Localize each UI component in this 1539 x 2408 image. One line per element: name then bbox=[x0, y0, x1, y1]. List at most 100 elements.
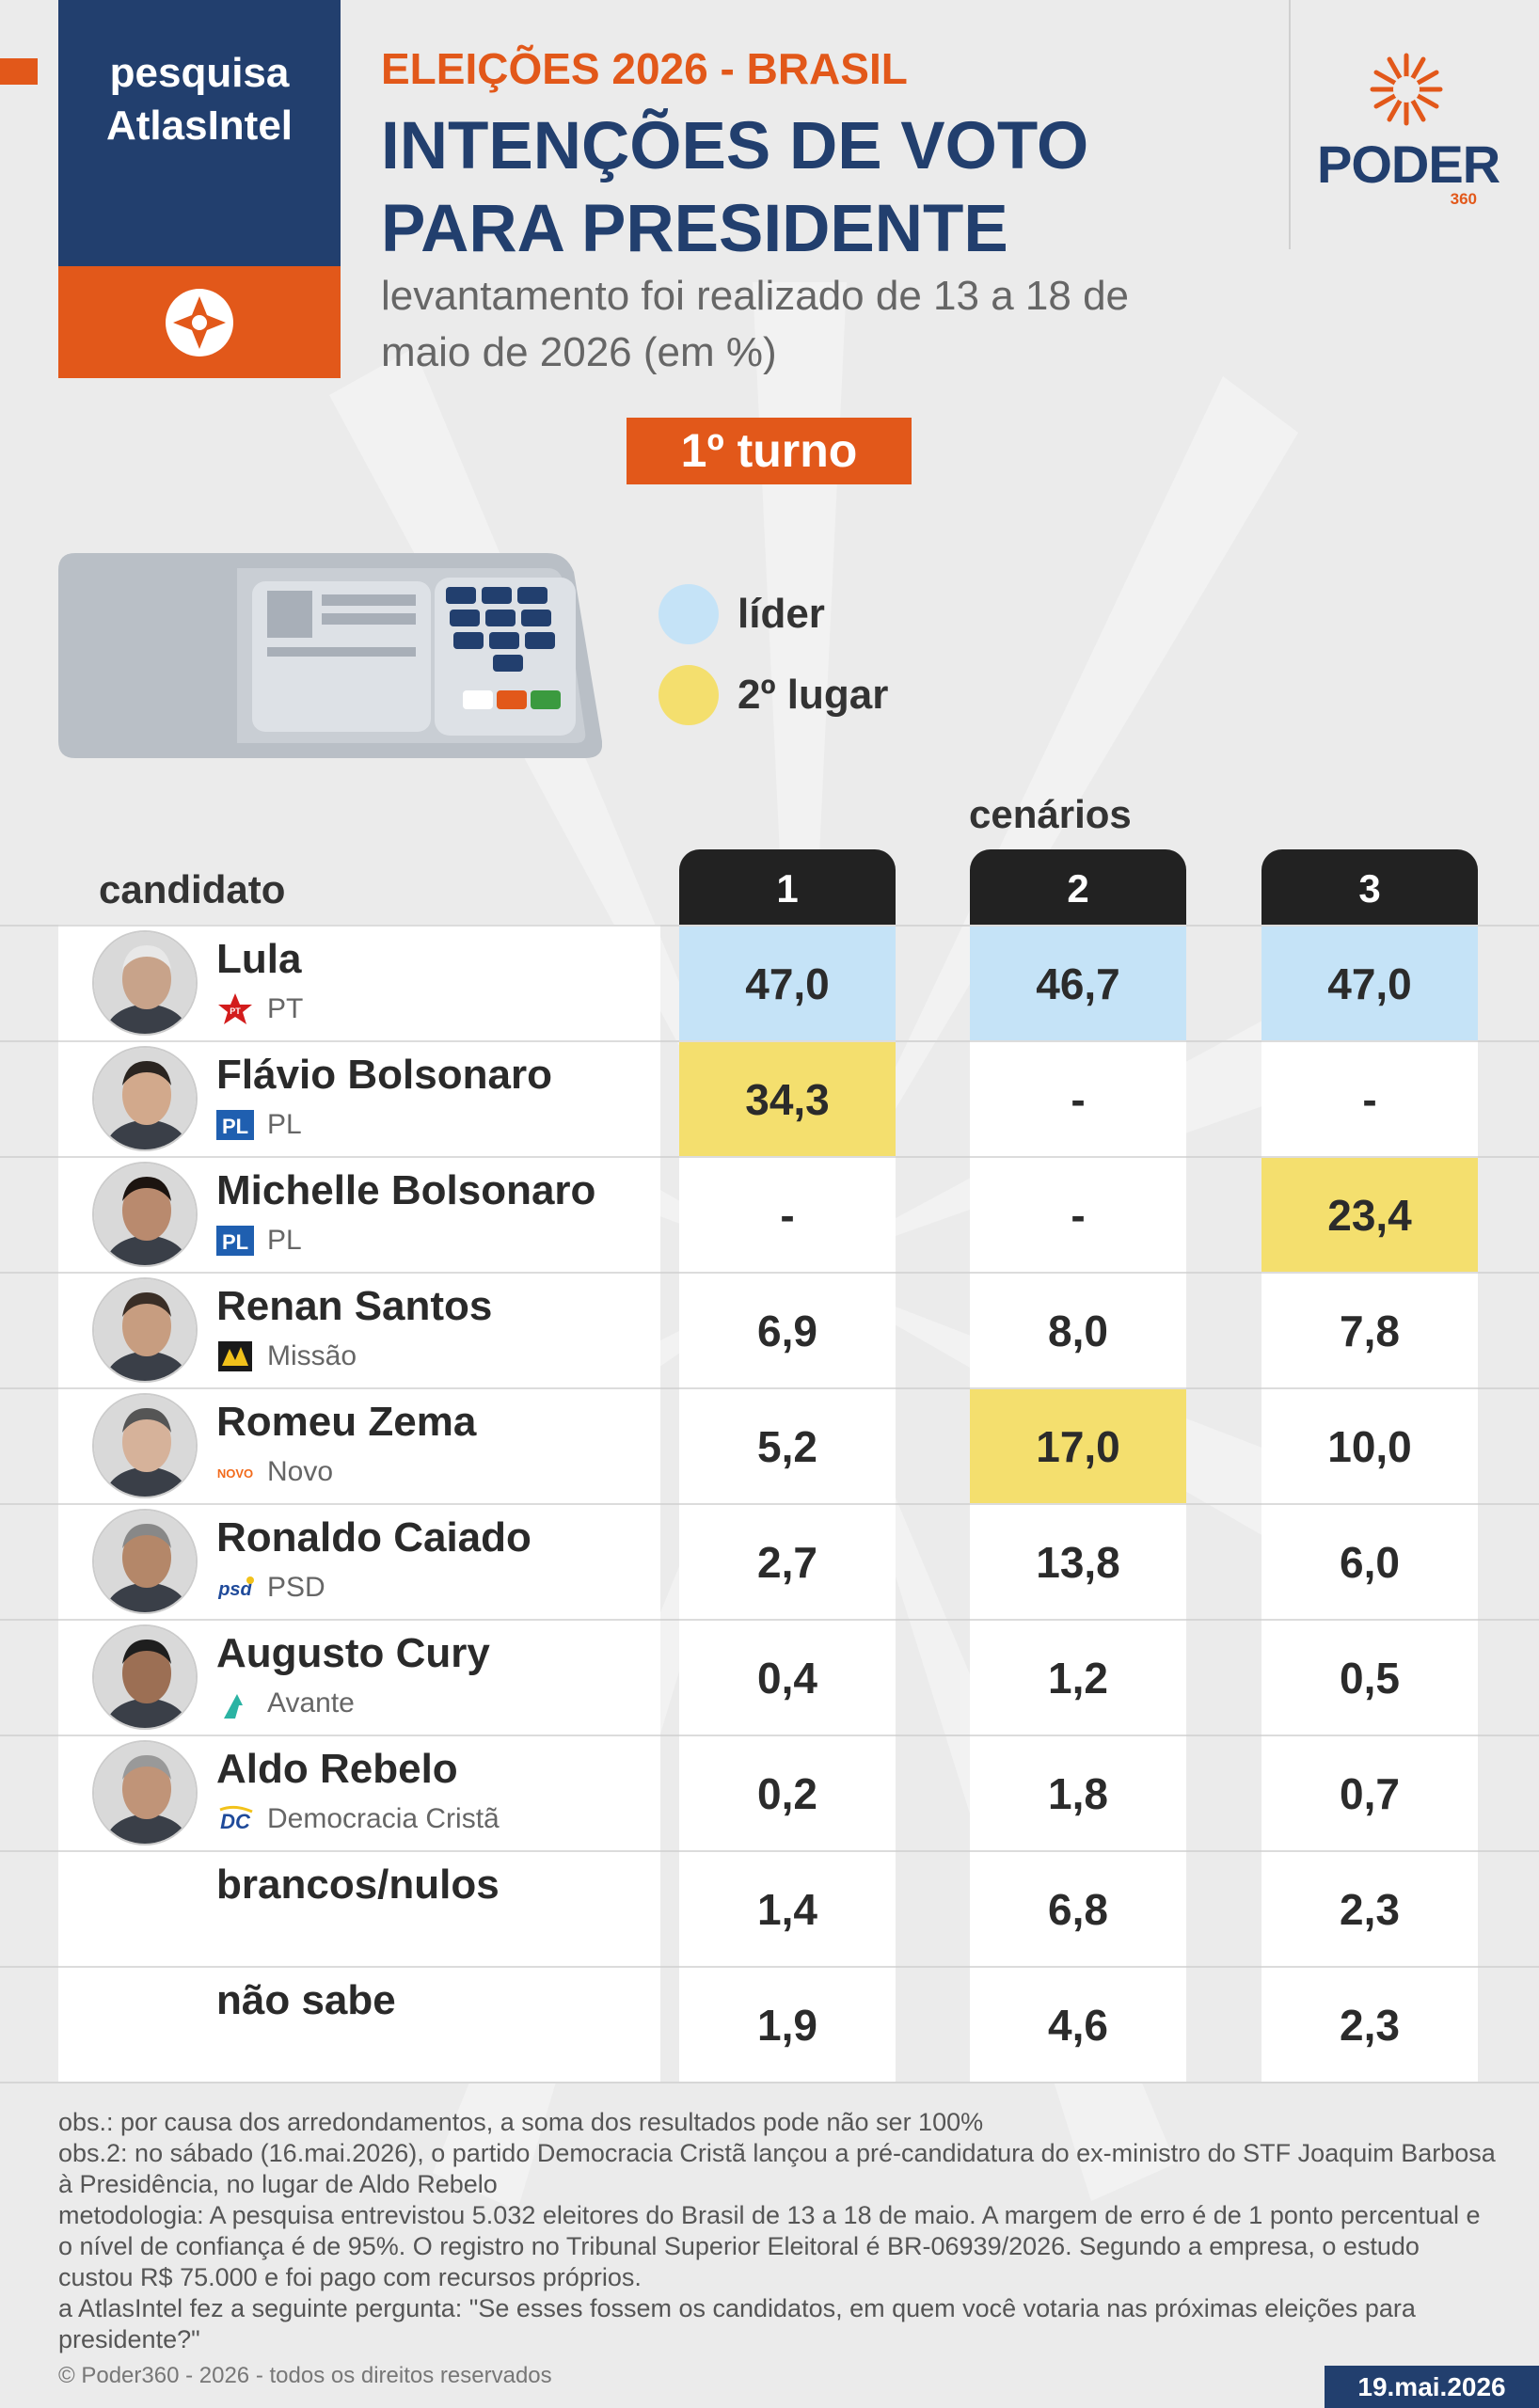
footnote: a AtlasIntel fez a seguinte pergunta: "S… bbox=[58, 2294, 1416, 2353]
turno-badge: 1º turno bbox=[627, 418, 912, 484]
legend-item-second: 2º lugar bbox=[658, 664, 888, 726]
party-logo bbox=[214, 1687, 256, 1720]
value-cell-scenario-3: 0,5 bbox=[1261, 1619, 1478, 1735]
svg-text:DC: DC bbox=[220, 1810, 251, 1833]
table-row: Aldo Rebelo DC Democracia Cristã 0,2 1,8 0,7 bbox=[0, 1735, 1539, 1850]
svg-text:NOVO: NOVO bbox=[217, 1466, 253, 1481]
party-info: Avante bbox=[214, 1687, 355, 1720]
candidate-photo bbox=[92, 1509, 198, 1614]
footnotes: obs.: por causa dos arredondamentos, a s… bbox=[58, 2107, 1498, 2355]
psd-logo-icon: psd bbox=[217, 1576, 254, 1600]
table-row: Flávio Bolsonaro PL PL 34,3- - bbox=[0, 1040, 1539, 1156]
copyright: © Poder360 - 2026 - todos os direitos re… bbox=[58, 2363, 552, 2388]
candidate-name: Renan Santos bbox=[216, 1283, 493, 1329]
avante-arrow-icon bbox=[224, 1694, 243, 1719]
value-cell-scenario-2: 13,8 bbox=[970, 1503, 1186, 1619]
accent-dash bbox=[0, 58, 38, 85]
footnote: metodologia: A pesquisa entrevistou 5.03… bbox=[58, 2201, 1481, 2291]
value-cell-scenario-1: - bbox=[679, 1156, 896, 1272]
party-logo: PL bbox=[214, 1108, 256, 1142]
value-cell-scenario-1: 2,7 bbox=[679, 1503, 896, 1619]
legend-swatch-leader bbox=[658, 584, 719, 644]
candidate-name: não sabe bbox=[216, 1977, 396, 2023]
value-cell-scenario-3: 0,7 bbox=[1261, 1735, 1478, 1850]
party-name: Democracia Cristã bbox=[267, 1803, 500, 1834]
candidate-cell bbox=[58, 1966, 660, 2082]
candidate-cell bbox=[58, 1850, 660, 1966]
footnote: obs.: por causa dos arredondamentos, a s… bbox=[58, 2108, 984, 2136]
pt-star-icon: PT bbox=[218, 993, 252, 1024]
missao-logo-icon bbox=[218, 1341, 252, 1371]
scenario-header-3: 3 bbox=[1261, 849, 1478, 925]
value-cell-scenario-3: - bbox=[1261, 1040, 1478, 1156]
legend-item-leader: líder bbox=[658, 583, 888, 645]
value-cell-scenario-2: 6,8 bbox=[970, 1850, 1186, 1966]
table-row: Renan Santos Missão 6,9 8,0 7,8 bbox=[0, 1272, 1539, 1387]
scenario-header-1: 1 bbox=[679, 849, 896, 925]
person-portrait-icon bbox=[94, 1395, 196, 1497]
candidato-header: candidato bbox=[99, 867, 286, 911]
value-cell-scenario-1: 0,4 bbox=[679, 1619, 896, 1735]
svg-text:PL: PL bbox=[222, 1230, 248, 1254]
value-cell-scenario-3: 2,3 bbox=[1261, 1966, 1478, 2082]
candidate-name: Michelle Bolsonaro bbox=[216, 1167, 596, 1213]
header-divider bbox=[1289, 0, 1291, 249]
brand-label: pesquisa AtlasIntel bbox=[58, 0, 341, 266]
value-cell-scenario-1: 1,9 bbox=[679, 1966, 896, 2082]
party-name: Avante bbox=[267, 1687, 355, 1719]
person-portrait-icon bbox=[94, 1048, 196, 1149]
dc-logo-icon: DC bbox=[219, 1805, 253, 1833]
party-info: DC Democracia Cristã bbox=[214, 1802, 500, 1836]
legend-label-second: 2º lugar bbox=[738, 672, 889, 718]
subtitle: levantamento foi realizado de 13 a 18 de… bbox=[381, 273, 1130, 375]
table-bottom-line bbox=[0, 2082, 1539, 2083]
candidate-photo bbox=[92, 1740, 198, 1846]
date-badge: 19.mai.2026 bbox=[1325, 2366, 1539, 2408]
poder360-logo: PODER 360 bbox=[1317, 52, 1500, 208]
party-name: Novo bbox=[267, 1456, 334, 1487]
table-row: Ronaldo Caiado psd PSD 2,7 13,8 6,0 bbox=[0, 1503, 1539, 1619]
kicker: ELEIÇÕES 2026 - BRASIL bbox=[381, 44, 908, 93]
candidate-name: Lula bbox=[216, 936, 302, 982]
candidate-photo bbox=[92, 930, 198, 1036]
legend-swatch-second bbox=[658, 665, 719, 725]
person-portrait-icon bbox=[94, 1626, 196, 1728]
candidate-photo bbox=[92, 1046, 198, 1151]
value-cell-scenario-2: 1,8 bbox=[970, 1735, 1186, 1850]
candidate-name: Ronaldo Caiado bbox=[216, 1514, 532, 1560]
sun-rays-icon bbox=[1370, 53, 1443, 126]
value-cell-scenario-3: 23,4 bbox=[1261, 1156, 1478, 1272]
table-row: Lula PT PT 47,0 46,7 47,0 bbox=[0, 925, 1539, 1040]
ballot-machine-icon bbox=[58, 553, 602, 758]
legend-label-leader: líder bbox=[738, 591, 825, 637]
value-cell-scenario-3: 10,0 bbox=[1261, 1387, 1478, 1503]
party-info: PL PL bbox=[214, 1108, 302, 1142]
party-logo: PT bbox=[214, 992, 256, 1026]
atlas-compass-icon bbox=[166, 288, 233, 356]
party-logo: NOVO bbox=[214, 1455, 256, 1489]
brand-line-2: AtlasIntel bbox=[105, 103, 294, 149]
candidate-name: Aldo Rebelo bbox=[216, 1746, 458, 1792]
person-portrait-icon bbox=[94, 1279, 196, 1381]
value-cell-scenario-1: 0,2 bbox=[679, 1735, 896, 1850]
svg-text:PL: PL bbox=[222, 1115, 248, 1138]
svg-text:PT: PT bbox=[230, 1006, 241, 1016]
value-cell-scenario-1: 1,4 bbox=[679, 1850, 896, 1966]
party-info: PL PL bbox=[214, 1224, 302, 1258]
poder-wordmark: PODER bbox=[1317, 135, 1500, 194]
party-logo: psd bbox=[214, 1571, 256, 1605]
pl-logo-icon: PL bbox=[216, 1226, 254, 1256]
person-portrait-icon bbox=[94, 1164, 196, 1265]
candidate-photo bbox=[92, 1162, 198, 1267]
party-info: Missão bbox=[214, 1339, 357, 1373]
party-info: psd PSD bbox=[214, 1571, 325, 1605]
brand-line-1: pesquisa bbox=[109, 50, 290, 96]
party-logo: PL bbox=[214, 1224, 256, 1258]
scenario-header-2: 2 bbox=[970, 849, 1186, 925]
candidate-name: Flávio Bolsonaro bbox=[216, 1052, 552, 1098]
atlasintel-brand-box: pesquisa AtlasIntel bbox=[58, 0, 341, 378]
value-cell-scenario-2: - bbox=[970, 1040, 1186, 1156]
person-portrait-icon bbox=[94, 932, 196, 1034]
value-cell-scenario-2: - bbox=[970, 1156, 1186, 1272]
pl-logo-icon: PL bbox=[216, 1110, 254, 1140]
